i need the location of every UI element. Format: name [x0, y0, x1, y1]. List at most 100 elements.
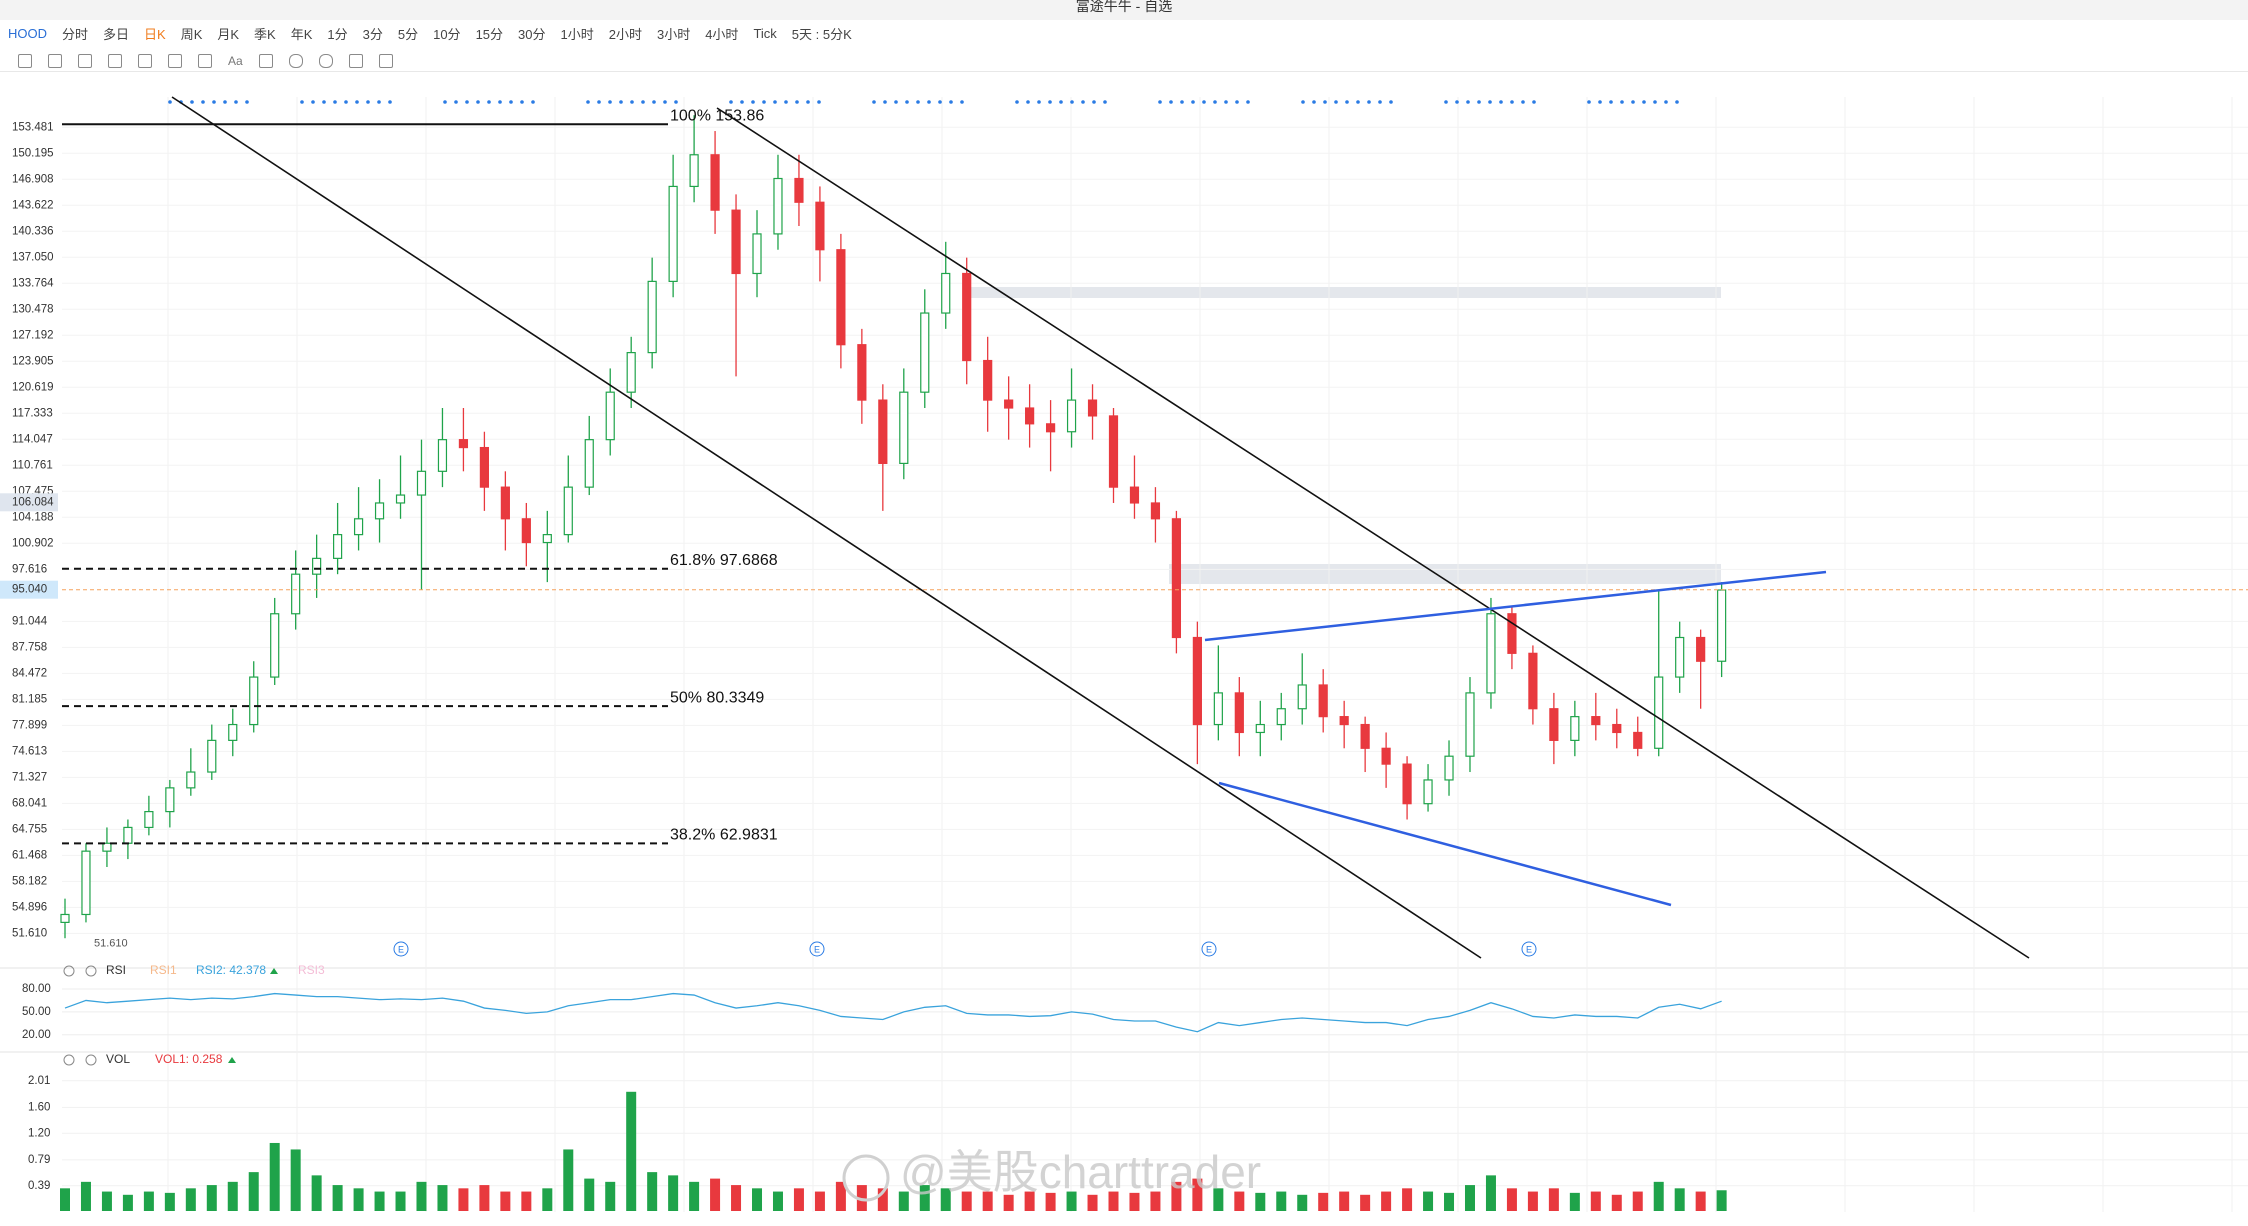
timeframe-tab[interactable]: 周K: [180, 26, 203, 42]
volume-bar: [1255, 1192, 1266, 1211]
tool-icon[interactable]: [258, 53, 273, 68]
tool-icon[interactable]: [18, 53, 32, 68]
event-dot: [520, 100, 524, 104]
timeframe-tab[interactable]: 3小时: [656, 26, 691, 42]
event-dot: [894, 100, 898, 104]
tool-icon[interactable]: [288, 53, 303, 68]
event-marker: [1521, 941, 1537, 957]
event-dot: [1158, 100, 1162, 104]
event-dot: [586, 100, 590, 104]
event-marker: [393, 941, 409, 957]
timeframe-tab[interactable]: 5天 : 5分K: [791, 26, 852, 42]
volume-bar: [877, 1188, 888, 1211]
tool-icon[interactable]: [378, 53, 393, 68]
text-tool[interactable]: Aa: [228, 53, 243, 68]
settings-icon[interactable]: [63, 1054, 75, 1066]
event-marker-label: E: [398, 944, 404, 954]
timeframe-tab[interactable]: 15分: [475, 26, 504, 42]
tool-icon[interactable]: [108, 53, 122, 68]
candle-body: [878, 399, 888, 464]
event-dot: [498, 100, 502, 104]
event-dot: [311, 100, 315, 104]
timeframe-tab[interactable]: 4小时: [705, 26, 739, 42]
volume-bar: [668, 1175, 679, 1211]
event-dot: [817, 100, 821, 104]
y-tick-label: 20.00: [22, 1029, 51, 1041]
event-dot: [938, 100, 942, 104]
volume-bar: [961, 1191, 972, 1211]
volume-bar: [752, 1188, 763, 1211]
tool-icon[interactable]: [168, 53, 182, 68]
event-dot: [1356, 100, 1360, 104]
event-dot: [641, 100, 645, 104]
volume-bar: [1045, 1192, 1056, 1211]
timeframe-tab[interactable]: 10分: [433, 26, 461, 42]
volume-bar: [353, 1188, 364, 1211]
event-dot: [333, 100, 337, 104]
y-tick-label: 68.041: [12, 797, 47, 809]
tool-icon[interactable]: [198, 53, 212, 68]
timeframe-tab[interactable]: 1分: [327, 26, 348, 42]
tool-icon[interactable]: [138, 53, 152, 68]
timeframe-tab[interactable]: 5分: [397, 26, 419, 42]
tool-icon[interactable]: [348, 53, 363, 68]
price-tag: [0, 580, 58, 599]
tool-icon[interactable]: [48, 53, 62, 68]
timeframe-tab[interactable]: 3分: [362, 26, 383, 42]
candle-body: [1255, 723, 1265, 734]
candle-body: [815, 201, 825, 251]
volume-bar: [1527, 1191, 1538, 1211]
timeframe-tab[interactable]: 2小时: [608, 26, 642, 42]
timeframe-tab[interactable]: 季K: [254, 26, 276, 42]
event-dot: [1301, 100, 1305, 104]
candle-body: [1297, 684, 1307, 710]
candle-body: [144, 810, 154, 829]
tool-icon[interactable]: [78, 53, 92, 68]
volume-bar: [458, 1188, 469, 1211]
candle-body: [1654, 676, 1664, 749]
volume-bar: [1464, 1185, 1475, 1211]
volume-bar: [290, 1149, 301, 1211]
close-icon[interactable]: [85, 1054, 97, 1066]
event-dot: [1312, 100, 1316, 104]
event-dot: [751, 100, 755, 104]
timeframe-tab[interactable]: 年K: [290, 26, 313, 42]
candle-body: [1465, 692, 1475, 757]
event-dot: [773, 100, 777, 104]
candle-body: [962, 272, 972, 362]
candle-body: [605, 391, 615, 441]
timeframe-tab[interactable]: 分时: [62, 26, 89, 42]
volume-bar: [1506, 1188, 1517, 1211]
candle-body: [710, 154, 720, 211]
candle-body: [458, 439, 469, 449]
y-tick-label: 104.188: [12, 511, 54, 523]
timeframe-tab[interactable]: 1小时: [560, 26, 594, 42]
y-tick-label: 97.616: [12, 563, 47, 575]
close-icon[interactable]: [85, 965, 97, 977]
timeframe-tab[interactable]: Tick: [753, 25, 777, 41]
candle-body: [1129, 486, 1140, 504]
event-dot: [322, 100, 326, 104]
symbol[interactable]: HOOD: [8, 25, 47, 41]
volume-bar: [982, 1191, 993, 1211]
timeframe-tab[interactable]: 30分: [518, 26, 546, 42]
candle-body: [1549, 708, 1559, 741]
timeframe-tab[interactable]: 日K: [144, 26, 166, 42]
candle-body: [270, 613, 280, 678]
candle-body: [249, 676, 259, 726]
volume-bar: [374, 1191, 385, 1211]
zone: [964, 287, 1721, 298]
timeframe-tab[interactable]: 月K: [217, 26, 240, 42]
volume-bar: [710, 1178, 721, 1211]
settings-icon[interactable]: [63, 965, 75, 977]
candle-body: [1213, 692, 1223, 726]
y-tick-label: 1.60: [28, 1101, 50, 1113]
timeframe-tab[interactable]: 多日: [103, 26, 130, 42]
volume-bar: [1234, 1191, 1245, 1211]
candle-body: [1171, 518, 1182, 639]
event-dot: [1510, 100, 1514, 104]
y-tick-label: 87.758: [12, 641, 47, 653]
candle-body: [1423, 779, 1433, 805]
tool-icon[interactable]: [318, 53, 333, 68]
event-dot: [1213, 100, 1217, 104]
